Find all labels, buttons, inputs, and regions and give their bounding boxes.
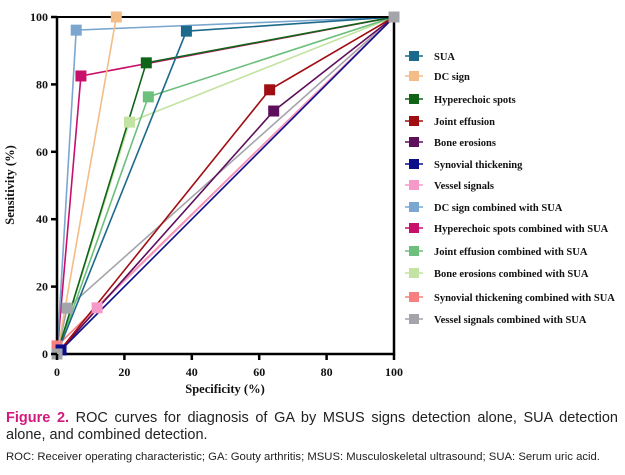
legend-marker-icon [409,116,419,126]
legend-marker-icon [409,159,419,169]
legend-item: Vessel signals combined with SUA [405,314,587,326]
x-tick-label: 80 [321,365,333,379]
figure-label: Figure 2. [6,410,70,426]
legend-item: Vessel signals [405,180,494,192]
y-tick-label: 20 [36,280,48,294]
ticks: 0 20 40 60 80 100 0 20 40 60 80 100 [30,10,403,379]
roc-marker [180,25,192,37]
roc-marker [70,24,82,36]
roc-marker [388,11,400,23]
roc-marker [110,11,122,23]
roc-marker [140,57,152,69]
legend-marker-icon [409,268,419,278]
legend-marker-icon [409,202,419,212]
y-tick-label: 80 [36,77,48,91]
legend: SUA DC sign Hyperechoic spots Joint effusio… [405,51,615,326]
legend-item: Synovial thickening combined with SUA [405,292,615,304]
legend-label: Bone erosions [434,138,496,149]
x-tick-label: 40 [186,365,198,379]
legend-item: DC sign [405,71,470,83]
legend-label: Hyperechoic spots [434,95,516,106]
legend-marker-icon [409,51,419,61]
series-layer [56,16,395,355]
x-tick-label: 0 [54,365,60,379]
legend-item: SUA [405,51,455,63]
legend-item: Hyperechoic spots [405,94,516,106]
legend-marker-icon [409,137,419,147]
legend-label: Synovial thickening combined with SUA [434,293,615,304]
figure-caption: Figure 2. ROC curves for diagnosis of GA… [6,410,618,444]
legend-marker-icon [409,71,419,81]
roc-marker [264,84,276,96]
roc-marker [123,116,135,128]
legend-label: Joint effusion [434,117,495,128]
legend-item: Bone erosions combined with SUA [405,268,589,280]
y-axis-title: Sensitivity (%) [3,145,17,225]
roc-marker [91,302,103,314]
legend-label: Bone erosions combined with SUA [434,269,589,280]
legend-marker-icon [409,180,419,190]
legend-item: DC sign combined with SUA [405,202,563,214]
y-tick-label: 60 [36,145,48,159]
legend-marker-icon [409,292,419,302]
legend-label: Vessel signals combined with SUA [434,315,587,326]
x-axis-title: Specificity (%) [185,382,265,396]
legend-item: Hyperechoic spots combined with SUA [405,223,609,235]
legend-item: Synovial thickening [405,159,523,171]
x-tick-label: 20 [118,365,130,379]
legend-marker-icon [409,314,419,324]
legend-item: Joint effusion [405,116,495,128]
legend-label: Hyperechoic spots combined with SUA [434,224,609,235]
x-tick-label: 60 [253,365,265,379]
x-tick-label: 100 [385,365,403,379]
legend-item: Joint effusion combined with SUA [405,246,588,258]
legend-marker-icon [409,94,419,104]
y-tick-label: 40 [36,212,48,226]
roc-marker [142,91,154,103]
legend-label: DC sign [434,72,470,83]
roc-chart: 0 20 40 60 80 100 0 20 40 60 80 100 Specificity (%)… [3,10,615,396]
legend-label: Synovial thickening [434,160,523,171]
abbreviations-note: ROC: Receiver operating characteristic; … [6,451,600,463]
legend-marker-icon [409,223,419,233]
y-tick-label: 0 [42,347,48,361]
legend-label: SUA [434,52,455,63]
legend-marker-icon [409,246,419,256]
roc-marker [61,302,73,314]
roc-marker [75,70,87,82]
legend-label: DC sign combined with SUA [434,203,563,214]
legend-label: Vessel signals [434,181,494,192]
axes [55,16,396,356]
legend-item: Bone erosions [405,137,496,149]
caption-text: ROC curves for diagnosis of GA by MSUS s… [6,410,618,443]
legend-label: Joint effusion combined with SUA [434,247,588,258]
y-tick-label: 100 [30,10,48,24]
roc-marker [268,105,280,117]
